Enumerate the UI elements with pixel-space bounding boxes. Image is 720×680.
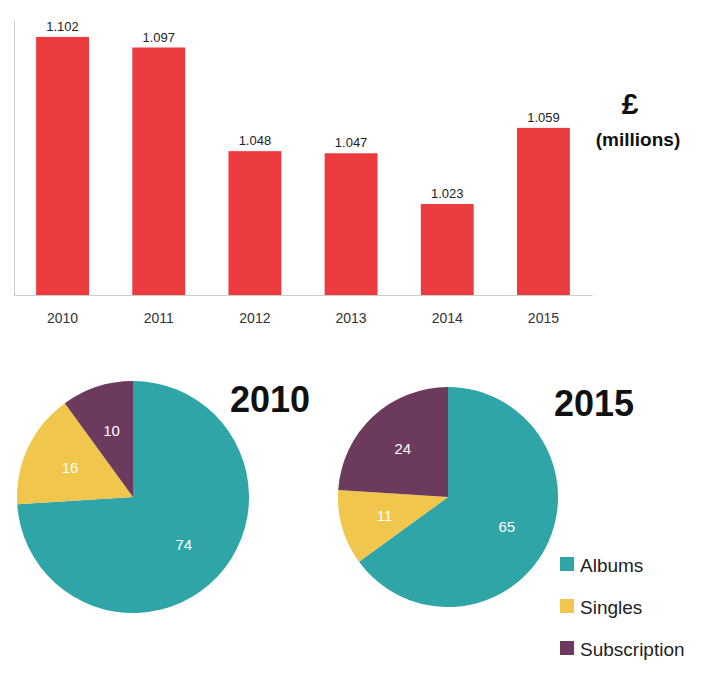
x-tick: 2010	[47, 295, 78, 326]
x-axis: 2010 2011 2012 2013 2014 2015	[15, 295, 593, 326]
legend-swatch	[560, 599, 574, 613]
x-tick: 2015	[528, 295, 559, 326]
slice-label: 24	[394, 440, 411, 457]
x-tick-label: 2010	[47, 310, 78, 326]
x-tick-label: 2015	[528, 310, 559, 326]
annotations: £ (millions)	[596, 87, 680, 150]
pie-title: 2015	[554, 383, 634, 424]
x-tick: 2011	[144, 295, 174, 326]
slice-label: 74	[175, 536, 192, 553]
data-label: 1.102	[46, 19, 79, 34]
legend-item: Singles	[560, 597, 642, 618]
legend-label: Singles	[580, 597, 642, 618]
y-axis-line	[14, 21, 15, 296]
legend-swatch	[560, 557, 574, 571]
chart-canvas: 1.1021.0971.0481.0471.0231.0592010201120…	[0, 0, 720, 680]
x-tick-label: 2012	[239, 310, 270, 326]
x-tick: 2014	[432, 295, 463, 326]
legend-label: Subscription	[580, 639, 685, 660]
data-label: 1.059	[527, 110, 560, 125]
x-tick: 2012	[239, 295, 270, 326]
annotation: (millions)	[596, 129, 680, 150]
bar	[517, 128, 570, 295]
pie-title: 2010	[230, 379, 310, 420]
slice-label: 65	[498, 518, 515, 535]
bar	[36, 37, 89, 295]
bar	[421, 204, 474, 295]
x-axis-line	[15, 295, 593, 296]
legend-label: Albums	[580, 555, 643, 576]
data-labels: 1.102 1.097 1.048 1.047 1.023 1.059	[46, 19, 559, 201]
pie-slice	[338, 490, 448, 562]
x-tick: 2013	[336, 295, 367, 326]
slice-label: 11	[377, 507, 393, 524]
x-tick-label: 2014	[432, 310, 463, 326]
slice-label: 10	[103, 422, 120, 439]
pie: 65 11 24	[338, 387, 558, 607]
legend-item: Subscription	[560, 639, 685, 660]
data-label: 1.047	[335, 135, 368, 150]
data-label: 1.097	[142, 30, 175, 45]
pie-slice	[338, 387, 448, 497]
pie: 74 16 10	[17, 381, 249, 613]
legend-item: Albums	[560, 555, 643, 576]
annotation: £	[622, 87, 639, 120]
data-label: 1.048	[239, 133, 272, 148]
bar	[132, 48, 185, 296]
data-label: 1.023	[431, 186, 464, 201]
bars	[36, 37, 570, 295]
legend-swatch	[560, 641, 574, 655]
bar	[228, 151, 281, 295]
pie-slice	[65, 381, 133, 497]
slice-label: 16	[62, 459, 79, 476]
legend: Albums Singles Subscription	[560, 555, 685, 660]
bar	[325, 153, 378, 295]
x-tick-label: 2013	[336, 310, 367, 326]
y-axis	[14, 21, 15, 296]
pie-slice	[17, 381, 249, 613]
x-tick-label: 2011	[144, 310, 174, 326]
